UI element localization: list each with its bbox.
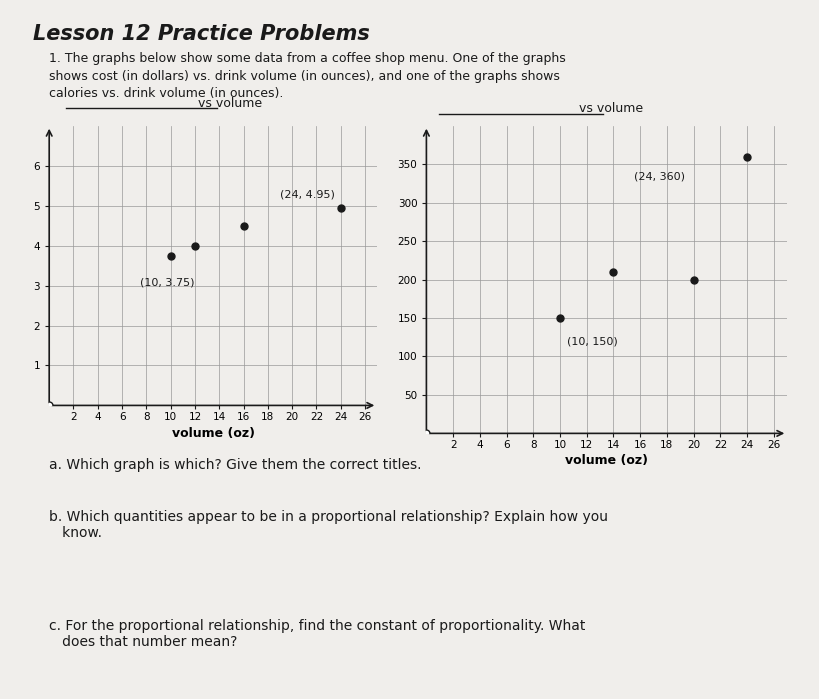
Text: (24, 360): (24, 360) [633, 172, 684, 182]
Text: b. Which quantities appear to be in a proportional relationship? Explain how you: b. Which quantities appear to be in a pr… [49, 510, 608, 540]
X-axis label: volume (oz): volume (oz) [171, 426, 255, 440]
Text: a. Which graph is which? Give them the correct titles.: a. Which graph is which? Give them the c… [49, 458, 421, 472]
Text: calories vs. drink volume (in ounces).: calories vs. drink volume (in ounces). [49, 87, 283, 101]
X-axis label: volume (oz): volume (oz) [564, 454, 648, 468]
Text: (10, 150): (10, 150) [566, 337, 617, 347]
Text: 1. The graphs below show some data from a coffee shop menu. One of the graphs: 1. The graphs below show some data from … [49, 52, 565, 66]
Text: (24, 4.95): (24, 4.95) [279, 189, 334, 200]
Text: (10, 3.75): (10, 3.75) [140, 278, 195, 287]
Text: c. For the proportional relationship, find the constant of proportionality. What: c. For the proportional relationship, fi… [49, 619, 585, 649]
Text: vs volume: vs volume [197, 96, 261, 110]
Text: vs volume: vs volume [578, 102, 642, 115]
Text: Lesson 12 Practice Problems: Lesson 12 Practice Problems [33, 24, 369, 45]
Text: shows cost (in dollars) vs. drink volume (in ounces), and one of the graphs show: shows cost (in dollars) vs. drink volume… [49, 70, 559, 83]
